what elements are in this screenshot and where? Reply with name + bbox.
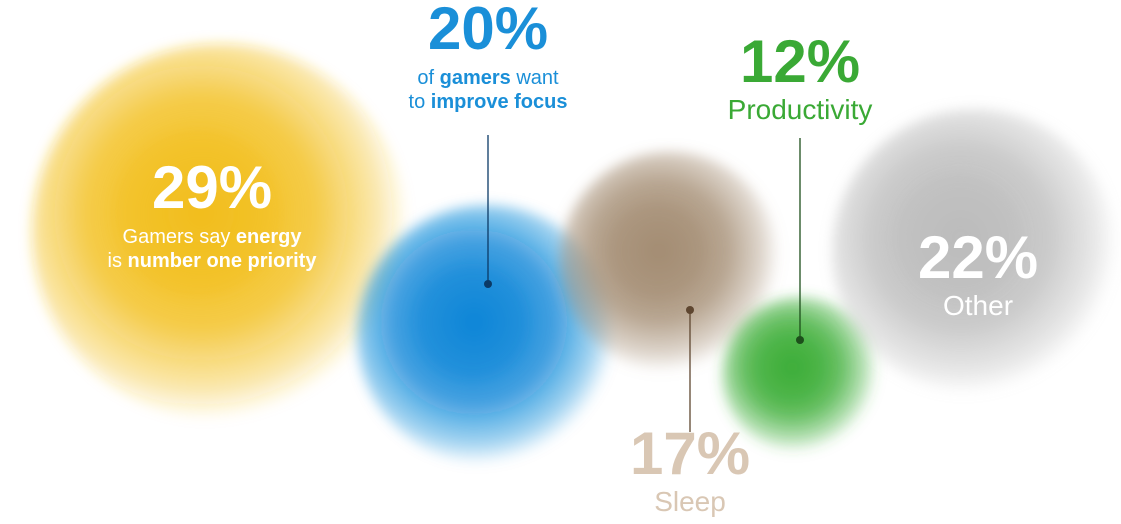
description-line: is number one priority (108, 250, 318, 272)
description-line: Gamers say energy (123, 226, 303, 248)
description-text: want (511, 67, 559, 89)
bubble-core (412, 263, 530, 381)
description-line: of gamers want (417, 67, 559, 89)
bubble-core (755, 332, 826, 403)
bubble-core (607, 201, 707, 301)
description-text: Other (943, 290, 1013, 321)
description-line: to improve focus (409, 91, 568, 113)
description-text: is (108, 250, 128, 272)
leader-dot (686, 306, 694, 314)
description-text: to (409, 91, 431, 113)
description-text: improve focus (431, 91, 568, 113)
bubble-core (893, 173, 1023, 303)
description-line: Other (943, 290, 1013, 321)
value-label: 12% (740, 28, 860, 95)
description-text: Gamers say (123, 226, 236, 248)
description-text: of (417, 67, 439, 89)
value-label: 22% (918, 224, 1038, 291)
description-text: Sleep (654, 486, 726, 517)
leader-dot (484, 280, 492, 288)
value-label: 20% (428, 0, 548, 62)
bubble-core (112, 128, 283, 298)
description-text: gamers (440, 67, 511, 89)
value-label: 17% (630, 420, 750, 487)
value-label: 29% (152, 154, 272, 221)
description-text: number one priority (128, 250, 318, 272)
description-text: Productivity (728, 94, 873, 125)
description-line: Sleep (654, 486, 726, 517)
description-text: energy (236, 226, 302, 248)
description-line: Productivity (728, 94, 873, 125)
leader-dot (796, 336, 804, 344)
